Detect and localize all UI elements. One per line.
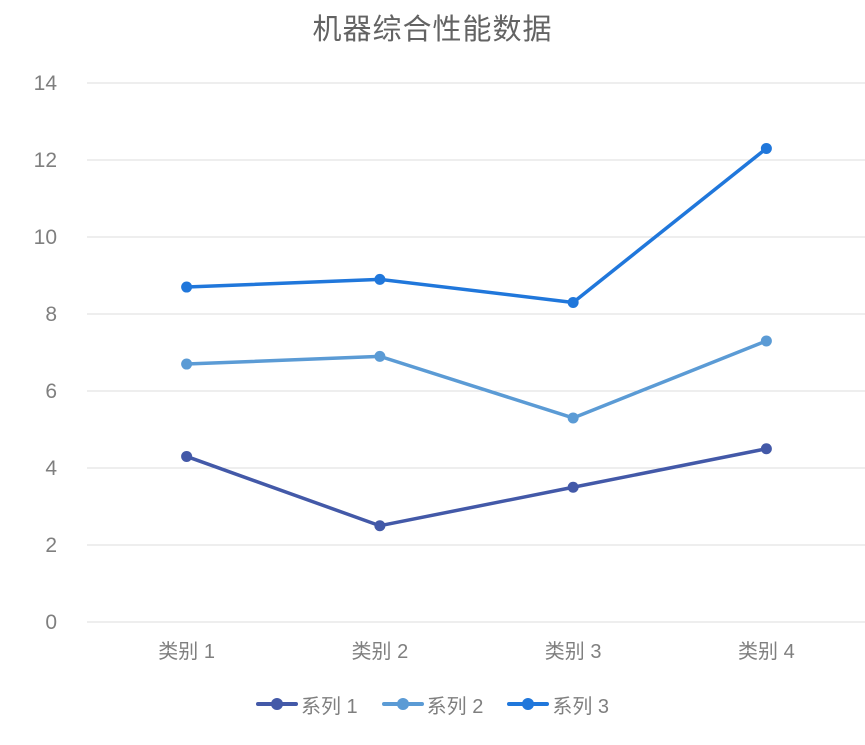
y-tick-label: 6: [45, 380, 57, 403]
x-tick-label: 类别 3: [545, 640, 602, 663]
series-line-1: [184, 447, 769, 528]
legend-marker-series-2-icon: [381, 698, 424, 710]
legend-marker-series-3-icon: [507, 698, 550, 710]
legend-label-series-1: 系列 1: [300, 695, 358, 718]
data-point-series-1: [181, 450, 193, 462]
y-tick-label: 4: [45, 457, 57, 480]
data-point-series-1: [374, 520, 386, 532]
y-tick-label: 8: [45, 303, 57, 326]
legend-item-series-3: 系列 3: [507, 690, 609, 719]
legend-item-series-2: 系列 2: [381, 690, 484, 719]
y-tick-label: 10: [34, 226, 57, 249]
x-tick-label: 类别 1: [158, 640, 215, 663]
legend-label-series-2: 系列 2: [426, 695, 484, 718]
y-tick-label: 14: [34, 72, 58, 95]
y-tick-label: 0: [45, 611, 57, 634]
data-point-series-2: [181, 358, 193, 370]
legend-item-series-1: 系列 1: [255, 690, 358, 719]
data-point-series-1: [760, 443, 772, 455]
data-point-series-3: [374, 273, 386, 285]
legend-label-series-3: 系列 3: [552, 695, 610, 718]
chart-title: 机器综合性能数据: [312, 12, 553, 46]
data-point-series-2: [374, 350, 386, 362]
y-tick-label: 12: [34, 149, 57, 172]
legend-dot-series-3-icon: [522, 698, 535, 710]
series-line-3: [184, 146, 769, 305]
data-point-series-3: [567, 296, 579, 308]
data-point-series-3: [181, 281, 193, 293]
legend-dot-series-2-icon: [396, 698, 409, 710]
data-point-series-3: [760, 142, 772, 154]
series-line-2: [184, 339, 769, 420]
legend-marker-series-1-icon: [255, 698, 298, 710]
x-tick-label: 类别 4: [738, 640, 795, 663]
y-tick-label: 2: [45, 534, 57, 557]
x-tick-label: 类别 2: [352, 640, 409, 663]
data-point-series-2: [567, 412, 579, 424]
data-point-series-1: [567, 481, 579, 493]
chart-legend: 系列 1 系列 2 系列 3: [0, 688, 865, 720]
legend-dot-series-1-icon: [270, 698, 283, 710]
data-point-series-2: [760, 335, 772, 347]
